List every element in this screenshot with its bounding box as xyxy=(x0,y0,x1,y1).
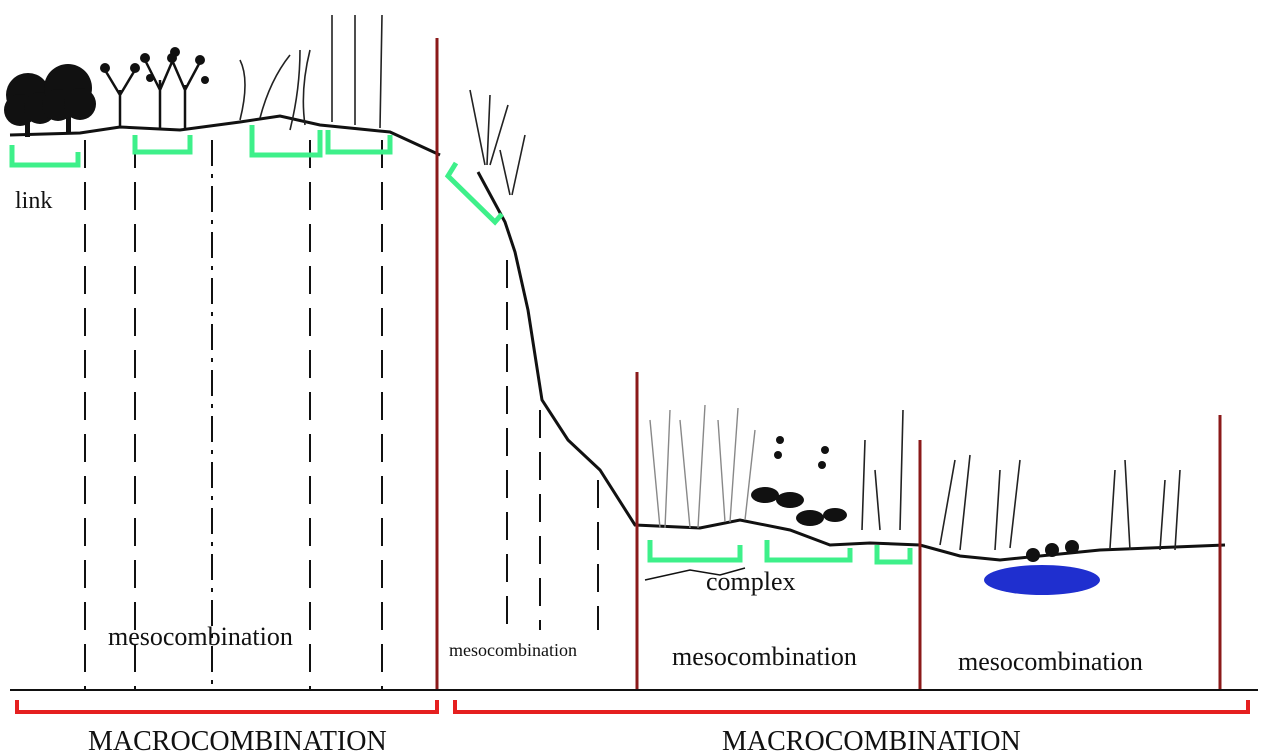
macro-bracket xyxy=(453,700,1250,714)
mesocombination-label: mesocombination xyxy=(958,647,1143,676)
subsurface-line xyxy=(644,567,746,581)
complex-label: complex xyxy=(706,567,796,596)
link-bracket xyxy=(249,125,323,158)
link-bracket xyxy=(874,545,913,565)
trees xyxy=(4,64,96,137)
link-label: link xyxy=(15,188,52,214)
mesocombination-label: mesocombination xyxy=(108,622,293,651)
terrain-upper xyxy=(9,114,441,157)
link-bracket xyxy=(647,540,743,563)
broadleaf-herbs xyxy=(751,436,847,526)
macrocombination-label: MACROCOMBINATION xyxy=(722,726,1021,754)
macro-bracket xyxy=(15,700,439,714)
terrain-slope xyxy=(476,171,1226,562)
water xyxy=(984,565,1100,595)
grass xyxy=(649,404,756,529)
reeds xyxy=(239,14,1181,551)
macrocombination-label: MACROCOMBINATION xyxy=(88,726,387,754)
link-bracket xyxy=(444,161,504,226)
link-bracket xyxy=(764,540,853,563)
link-bracket xyxy=(132,135,193,155)
mesocombination-label: mesocombination xyxy=(672,642,857,671)
link-bracket xyxy=(325,130,393,155)
link-bracket xyxy=(9,145,81,168)
shrubs xyxy=(103,54,202,128)
mesocombination-label: mesocombination xyxy=(449,640,577,660)
shrub-leaves xyxy=(100,47,209,84)
water-plants xyxy=(1026,540,1079,562)
